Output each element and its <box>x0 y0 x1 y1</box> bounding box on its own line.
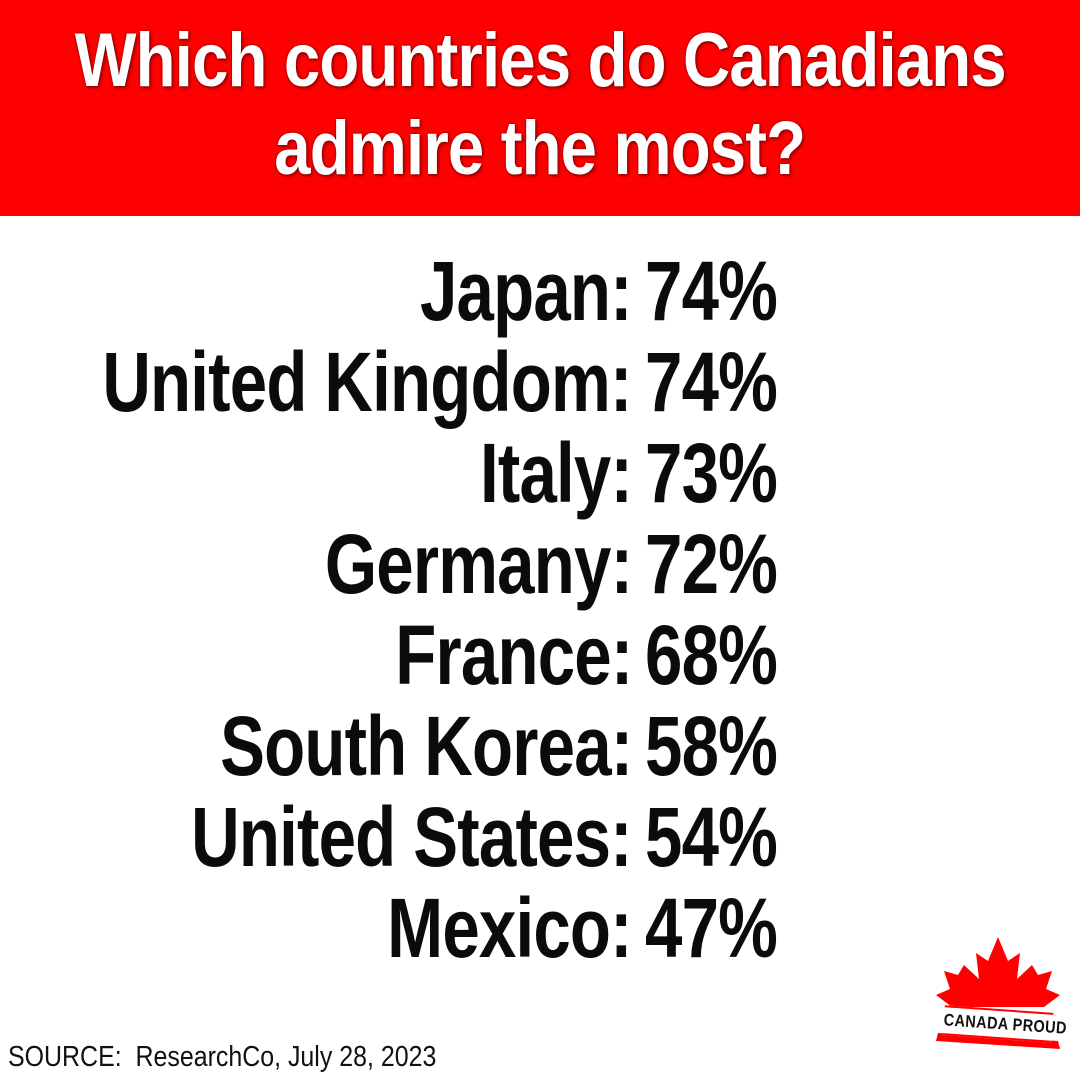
country-name: Italy: <box>479 426 633 520</box>
list-item: Japan: 74% <box>0 246 1080 337</box>
maple-leaf-icon <box>936 937 1060 1049</box>
list-item: Germany: 72% <box>0 519 1080 610</box>
source-citation: SOURCE: ResearchCo, July 28, 2023 <box>8 1041 437 1073</box>
list-item: Italy: 73% <box>0 428 1080 519</box>
list-item: South Korea: 58% <box>0 701 1080 792</box>
country-percent: 54% <box>645 790 778 884</box>
country-percent: 68% <box>645 608 778 702</box>
country-name: United States: <box>191 790 632 884</box>
country-percent: 58% <box>645 699 778 793</box>
country-percent: 74% <box>645 244 778 338</box>
country-name: Mexico: <box>387 881 632 975</box>
list-item: Mexico: 47% <box>0 883 1080 974</box>
title-line-1: Which countries do Canadians <box>74 18 1006 103</box>
country-name: United Kingdom: <box>102 335 633 429</box>
country-name: Japan: <box>420 244 633 338</box>
country-name: France: <box>394 608 633 702</box>
country-name: South Korea: <box>219 699 633 793</box>
country-percent: 74% <box>645 335 778 429</box>
canada-proud-logo: CANADA PROUD <box>928 935 1068 1053</box>
country-percent: 73% <box>645 426 778 520</box>
title-banner: Which countries do Canadians admire the … <box>0 0 1080 216</box>
list-item: France: 68% <box>0 610 1080 701</box>
list-item: United States: 54% <box>0 792 1080 883</box>
list-item: United Kingdom: 74% <box>0 337 1080 428</box>
country-percent: 72% <box>645 517 778 611</box>
country-list: Japan: 74% United Kingdom: 74% Italy: 73… <box>0 246 1080 974</box>
country-percent: 47% <box>645 881 778 975</box>
title-line-2: admire the most? <box>274 106 806 191</box>
country-name: Germany: <box>324 517 633 611</box>
